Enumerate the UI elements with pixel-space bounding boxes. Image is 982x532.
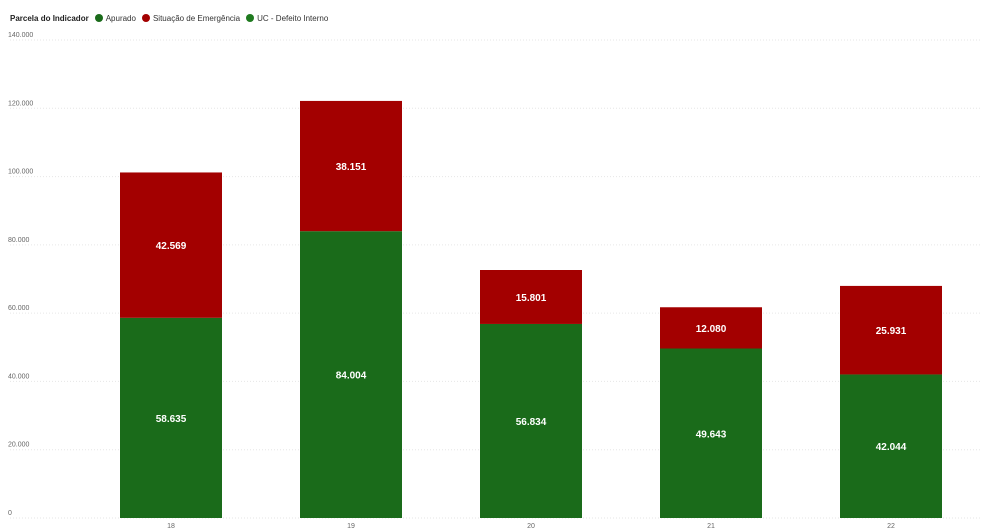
- x-tick-label: 18: [167, 523, 175, 530]
- y-tick-label: 0: [8, 510, 12, 517]
- legend-item[interactable]: Apurado: [94, 13, 136, 23]
- y-tick-label: 140.000: [8, 32, 33, 39]
- bar-segment[interactable]: [840, 374, 942, 518]
- y-tick-label: 120.000: [8, 100, 33, 107]
- bar-segment[interactable]: [840, 285, 942, 375]
- x-tick-label: 19: [347, 523, 355, 530]
- legend-marker: [141, 14, 150, 22]
- bar-segment[interactable]: [480, 323, 582, 518]
- y-axis: 0 20.000 40.000 60.000 80.000 100.000 120.000 1…: [8, 32, 33, 517]
- x-tick-label: 21: [707, 523, 715, 530]
- data-labels: 58.635 42.569 84.004 38.151 56.834 15.801 49.6…: [156, 162, 907, 453]
- bar-segment[interactable]: [660, 348, 762, 518]
- legend-label: UC - Defeito Interno: [257, 13, 329, 23]
- bar-segment[interactable]: [120, 317, 222, 518]
- legend-item[interactable]: Situação de Emergência: [141, 13, 241, 23]
- data-label: 38.151: [336, 162, 367, 173]
- y-tick-label: 40.000: [8, 373, 30, 380]
- data-label: 42.569: [156, 241, 187, 252]
- bars: [120, 100, 942, 518]
- chart-legend: Parcela do Indicador Apurado Situação de …: [10, 10, 334, 26]
- y-tick-label: 20.000: [8, 442, 30, 449]
- legend-label: Apurado: [105, 13, 136, 23]
- y-tick-label: 60.000: [8, 305, 30, 312]
- data-label: 56.834: [516, 417, 547, 428]
- data-label: 58.635: [156, 414, 187, 425]
- legend-label: Situação de Emergência: [152, 13, 241, 23]
- data-label: 49.643: [696, 429, 727, 440]
- data-label: 15.801: [516, 293, 547, 304]
- y-tick-label: 80.000: [8, 237, 30, 244]
- data-label: 25.931: [876, 326, 907, 337]
- data-label: 12.080: [696, 324, 727, 335]
- legend-marker: [246, 14, 255, 22]
- legend-title: Parcela do Indicador: [10, 13, 89, 23]
- x-axis: 18 19 20 21 22: [167, 523, 895, 530]
- bar-segment[interactable]: [300, 100, 402, 232]
- bar-segment[interactable]: [300, 231, 402, 518]
- x-tick-label: 22: [887, 523, 895, 530]
- legend-marker: [94, 14, 103, 22]
- bar-segment[interactable]: [480, 270, 582, 324]
- legend-items: Apurado Situação de Emergência UC - Defeit…: [94, 13, 335, 23]
- data-label: 42.044: [876, 442, 907, 453]
- y-tick-label: 100.000: [8, 169, 33, 176]
- data-label: 84.004: [336, 371, 367, 382]
- bar-segment[interactable]: [660, 307, 762, 349]
- x-tick-label: 20: [527, 523, 535, 530]
- bar-segment[interactable]: [120, 172, 222, 318]
- legend-item[interactable]: UC - Defeito Interno: [246, 14, 328, 23]
